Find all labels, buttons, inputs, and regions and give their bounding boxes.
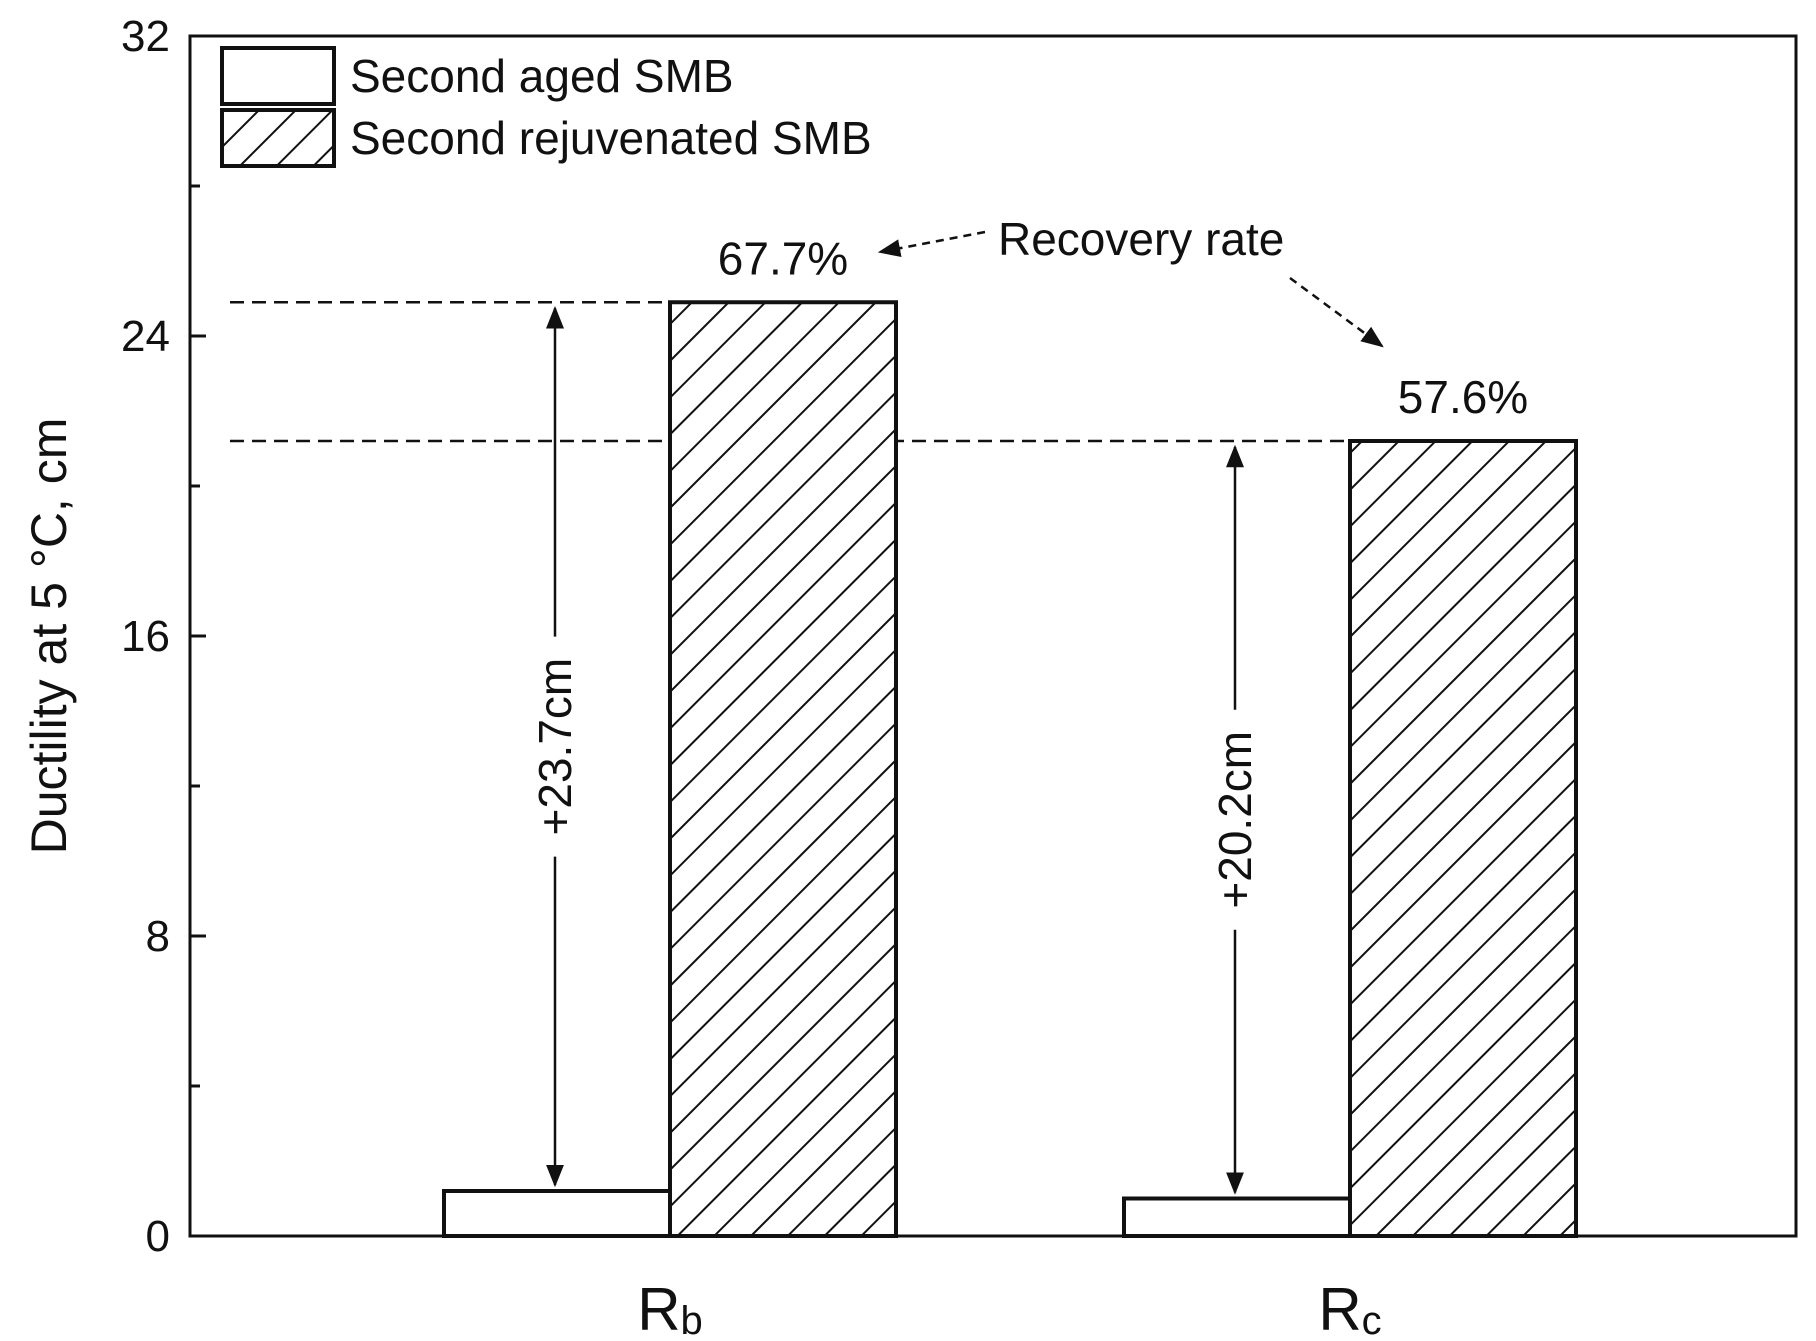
annotations: +23.7cm 67.7% +20.2cm 57.6% <box>529 230 1528 1195</box>
bars <box>442 300 1578 1238</box>
legend-swatch-rejuvenated <box>220 108 336 168</box>
x-category-main: R <box>1318 1276 1361 1341</box>
x-axis: Rb Rc <box>637 1276 1381 1341</box>
y-axis-title: Ductility at 5 °C, cm <box>21 418 77 855</box>
y-axis: 0 8 16 24 32 <box>121 12 206 1261</box>
legend-label-rejuvenated: Second rejuvenated SMB <box>350 112 872 164</box>
recovery-callout-arrow <box>1289 276 1384 348</box>
legend-swatch-aged <box>220 46 336 106</box>
y-tick-label: 32 <box>121 12 170 61</box>
y-tick-label: 24 <box>121 312 170 361</box>
x-category-subscript: c <box>1362 1299 1382 1341</box>
recovery-callout-arrow <box>877 230 986 258</box>
bar-rejuvenated <box>1348 439 1578 1238</box>
increase-label: +23.7cm <box>529 658 581 836</box>
bar-rejuvenated <box>668 300 898 1238</box>
bar-aged <box>442 1189 672 1238</box>
legend: Second aged SMB Second rejuvenated SMB <box>220 46 872 168</box>
y-tick-label: 16 <box>121 612 170 661</box>
y-tick-label: 0 <box>146 1212 170 1261</box>
recovery-rate-label: Recovery rate <box>998 213 1284 265</box>
x-category-subscript: b <box>681 1299 703 1341</box>
increase-label: +20.2cm <box>1209 731 1261 909</box>
bar-aged <box>1122 1196 1352 1238</box>
x-category-main: R <box>637 1276 680 1341</box>
y-tick-label: 8 <box>146 912 170 961</box>
x-category-label: Rc <box>1318 1276 1381 1341</box>
x-category-label: Rb <box>637 1276 703 1341</box>
legend-label-aged: Second aged SMB <box>350 50 734 102</box>
recovery-rate-value: 67.7% <box>718 232 848 284</box>
recovery-rate-value: 57.6% <box>1398 371 1528 423</box>
